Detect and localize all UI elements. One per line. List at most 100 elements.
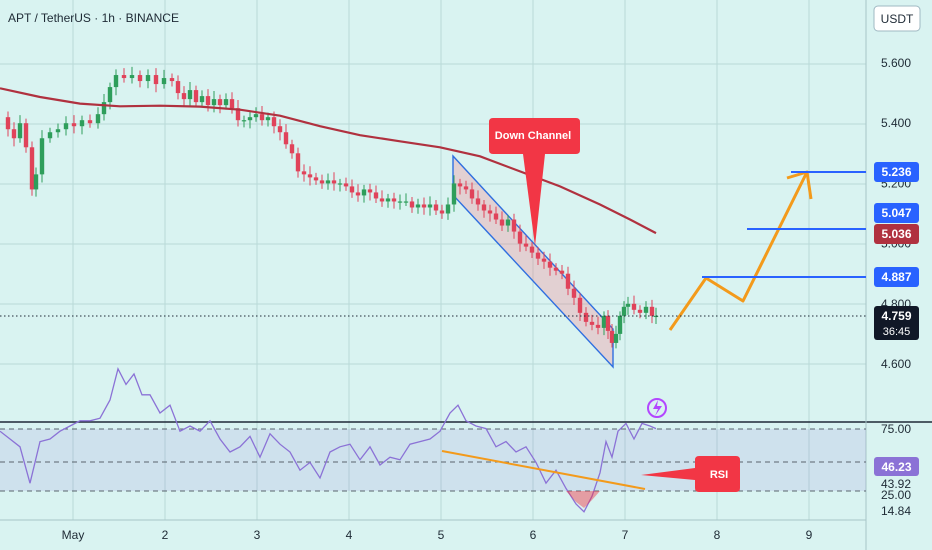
candle-body: [95, 114, 101, 124]
candle-body: [553, 267, 559, 271]
chart-title: APT / TetherUS · 1h · BINANCE: [8, 11, 179, 25]
candle-body: [463, 186, 469, 190]
candle-body: [409, 201, 415, 208]
candle-body: [271, 117, 277, 127]
candle-body: [181, 93, 187, 100]
candle-body: [169, 78, 175, 82]
candle-body: [577, 297, 583, 313]
candle-body: [433, 204, 439, 211]
candle-body: [295, 153, 301, 172]
candle-body: [637, 309, 643, 313]
current-price-tag: [874, 306, 919, 340]
rsi-line: [0, 366, 657, 513]
candle-body: [571, 288, 577, 298]
candle-body: [649, 306, 655, 316]
candle-body: [79, 120, 85, 127]
candle-body: [107, 87, 113, 103]
candle-body: [487, 210, 493, 214]
candle-body: [421, 204, 427, 208]
candle-body: [451, 183, 457, 205]
candle-body: [223, 99, 229, 106]
time-axis-label: 6: [530, 528, 537, 542]
candle-body: [511, 219, 517, 232]
candle-body: [259, 114, 265, 121]
moving-average-line: [0, 87, 657, 235]
candle-body: [313, 177, 319, 181]
time-axis-label: 4: [346, 528, 353, 542]
candle-body: [427, 204, 433, 208]
currency-button[interactable]: USDT: [873, 5, 921, 32]
candle-body: [247, 117, 253, 121]
candle-body: [403, 201, 409, 203]
candle-body: [595, 324, 601, 328]
candle-body: [235, 108, 241, 121]
price-axis-label: 5.600: [881, 56, 911, 70]
candle-body: [265, 117, 271, 121]
candle-body: [289, 144, 295, 154]
candle-body: [121, 75, 127, 79]
candle-body: [565, 273, 571, 289]
countdown-value: 36:45: [883, 326, 911, 338]
candle-body: [397, 201, 403, 203]
candle-body: [71, 123, 77, 127]
candle-body: [47, 132, 53, 139]
candle-body: [199, 96, 205, 103]
overlays: [452, 154, 614, 369]
candle-body: [529, 246, 535, 253]
candle-body: [161, 78, 167, 85]
candle-body: [205, 96, 211, 106]
lightning-icon-glyph: [653, 400, 662, 416]
price-tag-4887-text: 4.887: [881, 270, 911, 284]
candle-body: [373, 192, 379, 199]
candle-body: [609, 330, 615, 343]
rsi-axis-label: 75.00: [881, 422, 911, 436]
lightning-icon[interactable]: [647, 398, 667, 418]
candle-body: [415, 204, 421, 208]
price-tag-5036-text: 5.036: [881, 227, 911, 241]
candle-body: [187, 90, 193, 100]
candle-body: [361, 189, 367, 196]
candle-body: [277, 126, 283, 133]
candle-body: [145, 75, 151, 82]
price-tag-5047-text: 5.047: [881, 206, 911, 220]
candle-body: [505, 219, 511, 226]
candle-body: [439, 210, 445, 214]
candle-body: [617, 315, 623, 334]
down-channel: [452, 154, 614, 369]
candle-body: [625, 303, 631, 307]
candle-body: [29, 147, 35, 190]
current-price-value: 4.759: [881, 309, 911, 323]
candle-body: [137, 75, 143, 82]
candles: [5, 66, 659, 349]
candle-body: [175, 81, 181, 94]
labels: 4.6004.8005.0005.2005.4005.6005.2365.047…: [0, 56, 919, 542]
candle-body: [241, 120, 247, 122]
candle-body: [325, 180, 331, 184]
candle-body: [331, 180, 337, 184]
candle-body: [11, 129, 17, 139]
time-axis-label: 5: [438, 528, 445, 542]
candle-body: [613, 333, 619, 343]
price-tag-5047: [874, 203, 919, 223]
down-channel-label: Down Channel: [495, 130, 571, 142]
candle-body: [541, 258, 547, 262]
candle-body: [367, 189, 373, 193]
candle-body: [391, 198, 397, 202]
candle-body: [583, 312, 589, 322]
candle-body: [379, 198, 385, 202]
candle-body: [283, 132, 289, 145]
currency-button-label[interactable]: USDT: [881, 12, 914, 26]
candle-body: [499, 219, 505, 226]
candle-body: [113, 75, 119, 88]
candle-body: [5, 117, 11, 130]
rsi-callout-label: RSI: [710, 469, 728, 481]
candle-body: [63, 123, 69, 130]
moving-average: [0, 87, 657, 235]
candle-body: [481, 204, 487, 211]
candle-body: [601, 315, 607, 328]
